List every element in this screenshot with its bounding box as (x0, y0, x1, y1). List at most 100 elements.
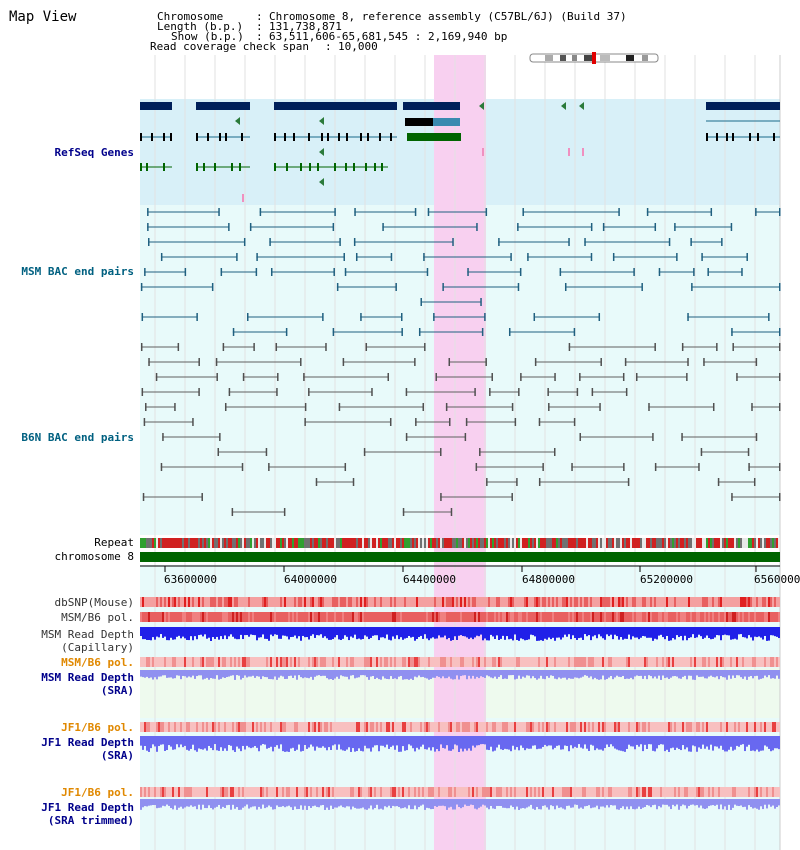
heat-mark (602, 612, 604, 622)
depth-bar (352, 736, 354, 749)
heat-mark (468, 597, 470, 607)
heat-mark (530, 787, 532, 797)
depth-bar (568, 736, 570, 752)
bac-end (236, 253, 238, 261)
repeat-mark (424, 538, 426, 548)
depth-bar (188, 736, 190, 751)
heat-mark (214, 657, 216, 667)
bac-end (418, 328, 421, 336)
depth-bar (506, 736, 508, 750)
depth-bar (220, 799, 222, 809)
heat-mark (554, 612, 556, 622)
heat-mark (396, 787, 398, 797)
ideogram-band (560, 55, 566, 61)
heat-mark (362, 597, 364, 607)
depth-bar (578, 627, 580, 639)
heat-mark (372, 657, 374, 667)
depth-bar (300, 736, 302, 752)
heat-mark (764, 612, 766, 622)
repeat-mark (734, 538, 736, 548)
repeat-mark (510, 538, 512, 548)
heat-mark (550, 722, 552, 732)
depth-bar (552, 736, 554, 750)
heat-mark (636, 612, 638, 622)
bac-end (333, 268, 335, 276)
heat-mark (472, 722, 474, 732)
depth-bar (242, 627, 244, 640)
heat-mark (158, 787, 160, 797)
heat-mark (750, 657, 752, 667)
depth-bar (246, 627, 248, 636)
depth-bar (604, 670, 606, 680)
heat-mark (596, 612, 598, 622)
repeat-mark (538, 538, 540, 548)
bac-end (618, 208, 620, 216)
heat-mark (196, 722, 198, 732)
depth-bar (420, 670, 422, 678)
heat-mark (144, 722, 146, 732)
heat-mark (776, 657, 778, 667)
heat-mark (180, 722, 182, 732)
depth-bar (194, 670, 196, 679)
heat-mark (762, 612, 764, 622)
depth-bar (494, 627, 496, 640)
heat-mark (404, 612, 406, 622)
depth-bar (718, 799, 720, 810)
heat-mark (686, 597, 688, 607)
heat-mark (450, 787, 452, 797)
depth-bar (354, 736, 356, 752)
depth-bar (292, 736, 294, 748)
bac-end (363, 448, 366, 456)
heat-mark (658, 597, 660, 607)
repeat-mark (516, 538, 518, 548)
bac-end (147, 223, 149, 231)
heat-mark (296, 787, 298, 797)
depth-bar (440, 627, 442, 638)
heat-mark (408, 597, 410, 607)
repeat-mark (628, 538, 630, 548)
depth-bar (472, 670, 474, 676)
depth-bar (446, 627, 448, 640)
repeat-mark (598, 538, 600, 548)
depth-bar (364, 670, 366, 676)
depth-bar (176, 736, 178, 745)
heat-mark (392, 612, 394, 622)
heat-mark (250, 657, 252, 667)
depth-bar (594, 736, 596, 751)
depth-bar (362, 670, 364, 676)
bac-end (703, 358, 705, 366)
heat-mark (456, 722, 458, 732)
depth-bar (526, 670, 528, 676)
depth-bar (584, 736, 586, 745)
depth-bar (510, 670, 512, 676)
depth-bar (528, 670, 530, 676)
depth-bar (262, 670, 264, 677)
repeat-mark (326, 538, 328, 548)
depth-bar (596, 736, 598, 749)
depth-bar (720, 670, 722, 677)
bac-end (681, 343, 684, 351)
repeat-mark (470, 538, 472, 548)
bac-end (343, 253, 345, 261)
heat-mark (640, 787, 642, 797)
heat-mark (216, 612, 218, 622)
heat-mark (146, 722, 148, 732)
depth-bar (710, 670, 712, 676)
depth-bar (520, 736, 522, 746)
depth-bar (160, 736, 162, 745)
heat-mark (406, 597, 408, 607)
bac-end (635, 373, 638, 381)
depth-bar (210, 627, 212, 641)
heat-mark (170, 597, 172, 607)
depth-bar (438, 799, 440, 806)
heat-mark (672, 787, 674, 797)
depth-bar (474, 627, 476, 638)
depth-bar (288, 736, 290, 752)
heat-mark (582, 657, 584, 667)
heat-mark (510, 597, 512, 607)
heat-mark (494, 657, 496, 667)
depth-bar (726, 799, 728, 810)
depth-bar (464, 627, 466, 637)
